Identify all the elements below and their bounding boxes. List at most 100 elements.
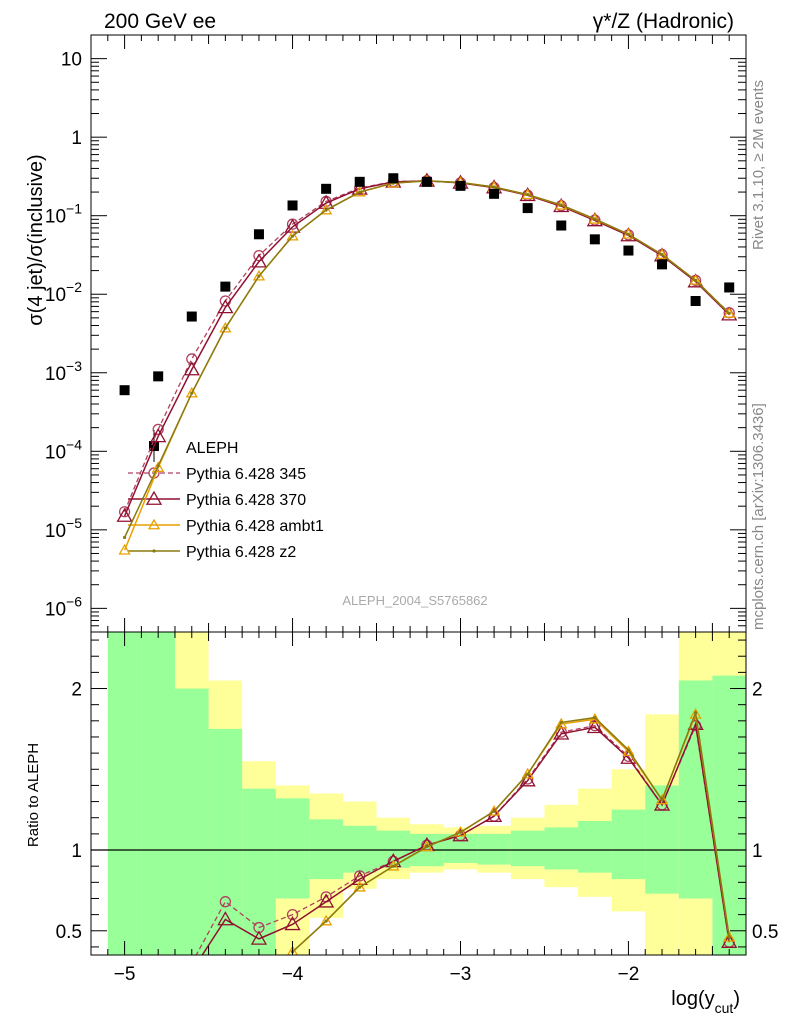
data-point-0 xyxy=(119,385,130,396)
ratio-point-z2-12 xyxy=(694,711,698,715)
ratio-point-370-12 xyxy=(586,718,603,734)
x-tick-label-0: −5 xyxy=(114,964,136,985)
main-ytick-label-6: 1 xyxy=(71,128,82,149)
green-band-14 xyxy=(578,820,612,873)
main-point-370-3 xyxy=(217,299,234,314)
green-band-12 xyxy=(510,830,545,867)
main-point-z2-12 xyxy=(526,192,530,197)
main-ytick-label-4: 10−2 xyxy=(45,279,82,306)
main-point-345-0 xyxy=(118,506,131,518)
ratio-point-ambt1-0 xyxy=(287,945,298,955)
main-point-z2-11 xyxy=(492,185,496,189)
green-band-5 xyxy=(275,798,310,899)
ratio-point-345-1 xyxy=(219,896,232,908)
main-point-370-1 xyxy=(150,428,167,443)
main-point-ambt1-2 xyxy=(185,386,198,398)
ratio-point-z2-10 xyxy=(626,748,631,752)
ratio-point-370-4 xyxy=(318,893,335,908)
green-band-18 xyxy=(712,675,746,955)
data-point-17 xyxy=(690,296,701,307)
legend-label-ambt1: Pythia 6.428 ambt1 xyxy=(186,518,324,535)
data-point-14 xyxy=(589,234,600,245)
ratio-point-ambt1-10 xyxy=(622,745,635,756)
x-tick-label-1: −4 xyxy=(282,964,304,985)
main-point-370-0 xyxy=(116,507,133,522)
ratio-point-z2-8 xyxy=(559,720,563,725)
main-point-ambt1-5 xyxy=(286,229,299,241)
ratio-point-ambt1-11 xyxy=(655,793,669,805)
main-ytick-label-1: 10−5 xyxy=(45,515,82,542)
ratio-point-z2-6 xyxy=(492,809,496,813)
ratio-point-ambt1-7 xyxy=(521,767,534,779)
data-point-13 xyxy=(556,220,567,231)
ratio-point-345-0 xyxy=(187,958,197,968)
ratio-point-370-2 xyxy=(250,930,268,945)
ratio-point-z2-3 xyxy=(391,864,395,868)
main-point-ambt1-4 xyxy=(252,269,266,281)
ratio-point-ambt1-8 xyxy=(555,717,568,729)
main-point-z2-13 xyxy=(559,203,563,207)
ratio-ylabel: Ratio to ALEPH xyxy=(25,743,42,847)
green-band-3 xyxy=(208,728,243,955)
ratio-point-z2-4 xyxy=(425,845,429,849)
ratio-bands xyxy=(91,632,746,955)
ratio-point-ambt1-1 xyxy=(320,914,333,926)
main-point-z2-16 xyxy=(660,252,664,257)
ratio-point-z2-1 xyxy=(324,919,328,923)
main-point-370-7 xyxy=(351,180,368,195)
legend-label-aleph: ALEPH xyxy=(186,440,238,457)
green-band-11 xyxy=(477,833,511,865)
main-frame xyxy=(90,34,747,633)
ratio-point-z2-13 xyxy=(727,935,731,939)
main-point-370-6 xyxy=(318,194,335,209)
ratio-line-z2 xyxy=(292,709,730,953)
ratio-ytick-label-right-2: 2 xyxy=(752,680,763,701)
data-point-2 xyxy=(186,311,197,322)
main-point-z2-17 xyxy=(694,278,698,283)
ratio-frame xyxy=(90,631,747,956)
main-point-370-4 xyxy=(250,253,268,268)
main-line-z2 xyxy=(123,180,730,538)
green-band-1 xyxy=(141,632,175,955)
ratio-point-z2-7 xyxy=(526,772,530,776)
ratio-point-370-11 xyxy=(553,725,570,740)
main-point-z2-4 xyxy=(257,274,261,278)
main-point-ambt1-18 xyxy=(723,307,736,318)
legend-label-z2: Pythia 6.428 z2 xyxy=(186,544,296,561)
main-point-z2-14 xyxy=(593,217,597,221)
data-point-4 xyxy=(253,229,264,240)
data-point-11 xyxy=(489,188,500,199)
ratio-lines xyxy=(185,708,738,976)
green-band-2 xyxy=(174,688,209,955)
ratio-ytick-label-right-0: 0.5 xyxy=(752,922,778,943)
axes: −5 −4 −3 −2 10−6 10−5 10−4 10−3 10−2 10−1 1 10 0.5 0.… xyxy=(45,34,778,985)
ratio-point-345-3 xyxy=(286,908,299,921)
main-ytick-label-0: 10−6 xyxy=(45,593,82,620)
x-tick-label-3: −2 xyxy=(618,964,640,985)
legend-marker-z2 xyxy=(152,549,156,553)
ratio-ytick-label-left-1: 1 xyxy=(71,841,82,862)
data-point-1 xyxy=(153,371,164,382)
main-point-ambt1-3 xyxy=(219,321,232,333)
side-top: Rivet 3.1.10, ≥ 2M events xyxy=(750,80,767,250)
data-point-16 xyxy=(657,259,668,270)
ratio-point-ambt1-5 xyxy=(454,825,467,837)
legend-label-370: Pythia 6.428 370 xyxy=(186,492,306,509)
x-axis-label: log(ycut) xyxy=(671,988,740,1016)
main-point-z2-5 xyxy=(290,234,295,238)
green-band-13 xyxy=(544,827,579,870)
green-band-16 xyxy=(645,785,679,894)
main-point-345-1 xyxy=(152,423,164,436)
ratio-point-z2-9 xyxy=(593,715,597,720)
ratio-point-370-5 xyxy=(351,870,368,885)
main-ytick-label-3: 10−3 xyxy=(45,358,82,385)
data-point-8 xyxy=(388,173,399,184)
main-ytick-label-2: 10−4 xyxy=(45,436,82,463)
ratio-point-370-0 xyxy=(185,964,199,976)
ratio-point-z2-2 xyxy=(358,885,362,889)
ratio-point-z2-5 xyxy=(458,830,463,834)
ratio-ytick-label-left-2: 2 xyxy=(71,680,82,701)
main-point-z2-7 xyxy=(358,190,362,194)
data-point-9 xyxy=(421,176,432,187)
